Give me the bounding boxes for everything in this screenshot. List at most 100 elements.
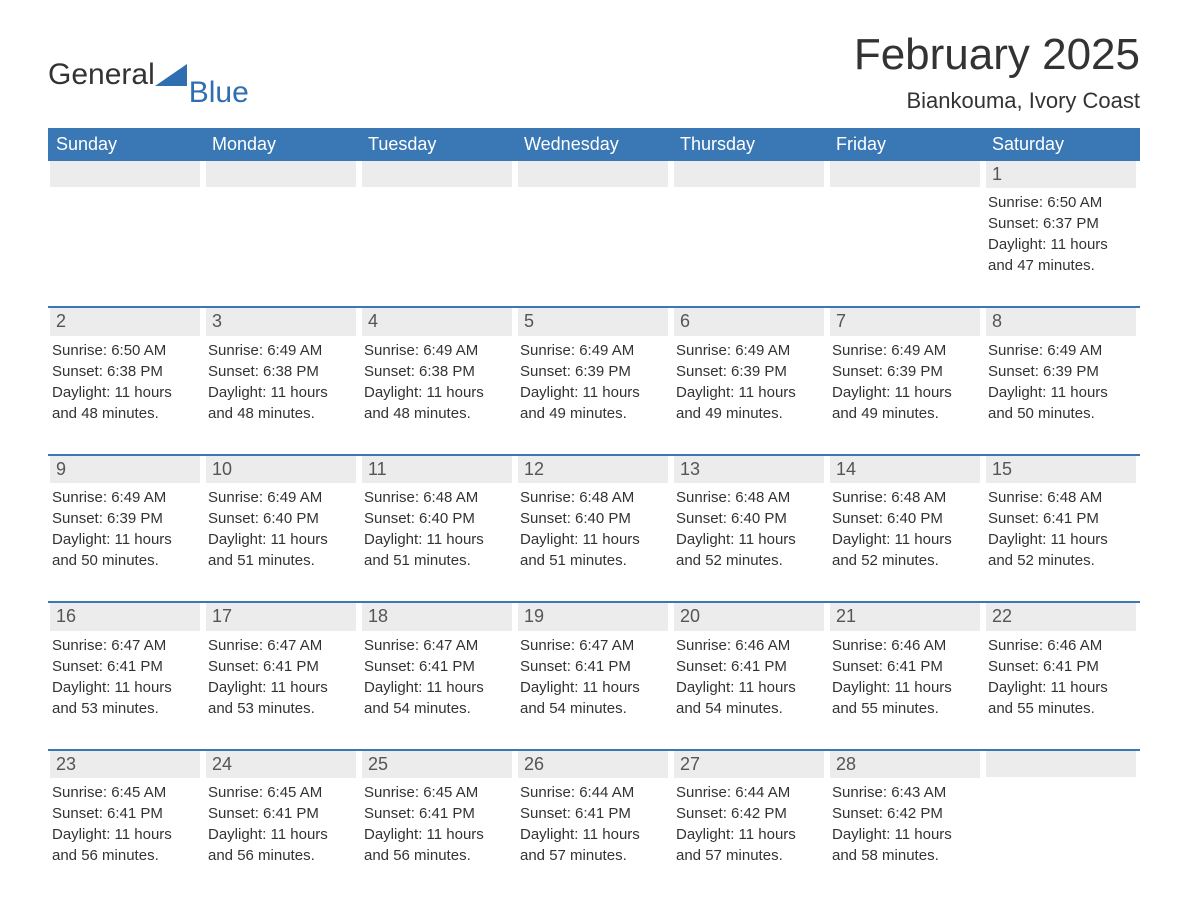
sunset-line: Sunset: 6:39 PM [832,361,980,382]
day-number: 27 [674,751,824,778]
calendar-cell: 17Sunrise: 6:47 AMSunset: 6:41 PMDayligh… [204,603,360,728]
day-header-row: SundayMondayTuesdayWednesdayThursdayFrid… [48,128,1140,161]
sunset-line: Sunset: 6:40 PM [520,508,668,529]
calendar-week: 16Sunrise: 6:47 AMSunset: 6:41 PMDayligh… [48,601,1140,728]
calendar-cell [516,161,672,286]
daylight-line: Daylight: 11 hours and 49 minutes. [520,382,668,424]
day-number: 28 [830,751,980,778]
sunset-label: Sunset: [832,658,883,675]
sunset-label: Sunset: [988,363,1039,380]
day-number: 21 [830,603,980,630]
sunrise-value: 6:49 AM [423,342,478,359]
day-detail: Sunrise: 6:48 AMSunset: 6:40 PMDaylight:… [830,487,980,571]
day-number: 13 [674,456,824,483]
calendar-cell: 23Sunrise: 6:45 AMSunset: 6:41 PMDayligh… [48,751,204,876]
day-number: 19 [518,603,668,630]
sunset-value: 6:39 PM [887,363,943,380]
day-number: 20 [674,603,824,630]
day-number: 3 [206,308,356,335]
calendar-cell [204,161,360,286]
day-number: 12 [518,456,668,483]
sunset-value: 6:40 PM [887,510,943,527]
daylight-label: Daylight: [52,679,110,696]
sunset-line: Sunset: 6:41 PM [52,803,200,824]
calendar-cell: 5Sunrise: 6:49 AMSunset: 6:39 PMDaylight… [516,308,672,433]
sunrise-label: Sunrise: [364,637,419,654]
sunrise-line: Sunrise: 6:48 AM [676,487,824,508]
location-subtitle: Biankouma, Ivory Coast [854,88,1140,114]
sunrise-value: 6:49 AM [267,489,322,506]
calendar-week: 2Sunrise: 6:50 AMSunset: 6:38 PMDaylight… [48,306,1140,433]
calendar-cell: 11 Sunrise: 6:48 AMSunset: 6:40 PMDayligh… [360,456,516,581]
daylight-label: Daylight: [208,384,266,401]
weeks-container: 1 Sunrise: 6:50 AM Sunset: 6:37 PM Daylight… [48,161,1140,876]
sunset-label: Sunset: [364,658,415,675]
day-detail: Sunrise: 6:48 AMSunset: 6:41 PMDaylight:… [986,487,1136,571]
day-detail: Sunrise: 6:46 AMSunset: 6:41 PMDaylight:… [986,635,1136,719]
day-number [50,161,200,187]
daylight-line: Daylight: 11 hours and 48 minutes. [52,382,200,424]
daylight-label: Daylight: [988,384,1046,401]
day-detail: Sunrise: 6:47 AMSunset: 6:41 PMDaylight:… [362,635,512,719]
daylight-label: Daylight: [832,679,890,696]
day-detail: Sunrise: 6:44 AMSunset: 6:41 PMDaylight:… [518,782,668,866]
day-detail: Sunrise: 6:45 AMSunset: 6:41 PMDaylight:… [362,782,512,866]
sunset-line: Sunset: 6:41 PM [208,656,356,677]
sunrise-value: 6:49 AM [111,489,166,506]
day-number: 11 [362,456,512,483]
sunset-value: 6:37 PM [1043,215,1099,232]
sunset-label: Sunset: [364,510,415,527]
day-number [362,161,512,187]
daylight-line: Daylight: 11 hours and 49 minutes. [676,382,824,424]
sunrise-line: Sunrise: 6:46 AM [988,635,1136,656]
sunset-label: Sunset: [52,510,103,527]
sunset-value: 6:40 PM [263,510,319,527]
daylight-label: Daylight: [520,679,578,696]
sunrise-line: Sunrise: 6:45 AM [208,782,356,803]
sunset-line: Sunset: 6:41 PM [364,656,512,677]
sunrise-line: Sunrise: 6:47 AM [208,635,356,656]
sunrise-line: Sunrise: 6:47 AM [364,635,512,656]
daylight-label: Daylight: [832,384,890,401]
day-detail: Sunrise: 6:48 AMSunset: 6:40 PMDaylight:… [362,487,512,571]
sunrise-line: Sunrise: 6:49 AM [988,340,1136,361]
daylight-line: Daylight: 11 hours and 56 minutes. [52,824,200,866]
calendar-cell: 20Sunrise: 6:46 AMSunset: 6:41 PMDayligh… [672,603,828,728]
sunset-label: Sunset: [364,363,415,380]
day-detail: Sunrise: 6:49 AMSunset: 6:39 PMDaylight:… [830,340,980,424]
daylight-label: Daylight: [676,679,734,696]
sunset-value: 6:41 PM [1043,658,1099,675]
sunrise-line: Sunrise: 6:46 AM [832,635,980,656]
calendar-cell: 19Sunrise: 6:47 AMSunset: 6:41 PMDayligh… [516,603,672,728]
sunset-line: Sunset: 6:39 PM [988,361,1136,382]
sunset-label: Sunset: [676,510,727,527]
sunset-line: Sunset: 6:41 PM [52,656,200,677]
sunset-value: 6:39 PM [107,510,163,527]
day-number [830,161,980,187]
sunset-label: Sunset: [52,805,103,822]
day-number: 6 [674,308,824,335]
calendar-cell: 6Sunrise: 6:49 AMSunset: 6:39 PMDaylight… [672,308,828,433]
sunrise-line: Sunrise: 6:50 AM [52,340,200,361]
sunrise-line: Sunrise: 6:49 AM [676,340,824,361]
sunset-line: Sunset: 6:42 PM [676,803,824,824]
sunrise-value: 6:48 AM [735,489,790,506]
sunrise-value: 6:45 AM [423,784,478,801]
daylight-label: Daylight: [676,531,734,548]
sunrise-line: Sunrise: 6:48 AM [988,487,1136,508]
sunrise-value: 6:46 AM [735,637,790,654]
sunset-line: Sunset: 6:41 PM [676,656,824,677]
sunset-label: Sunset: [676,805,727,822]
sunrise-value: 6:48 AM [579,489,634,506]
sunrise-line: Sunrise: 6:45 AM [52,782,200,803]
sunrise-label: Sunrise: [676,342,731,359]
day-number: 1 [986,161,1136,188]
sunset-label: Sunset: [520,510,571,527]
day-number: 10 [206,456,356,483]
sunrise-label: Sunrise: [676,489,731,506]
sunrise-line: Sunrise: 6:43 AM [832,782,980,803]
title-block: February 2025 Biankouma, Ivory Coast [854,30,1140,114]
daylight-label: Daylight: [988,236,1046,253]
sunset-line: Sunset: 6:41 PM [208,803,356,824]
sunrise-value: 6:43 AM [891,784,946,801]
